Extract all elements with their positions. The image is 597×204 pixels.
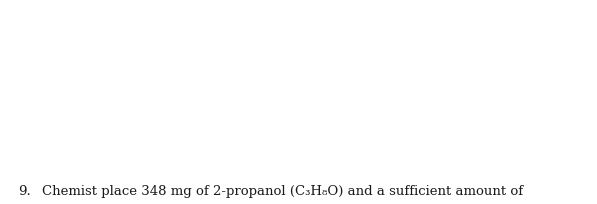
Text: Chemist place 348 mg of 2-propanol (C₃H₈O) and a sufficient amount of: Chemist place 348 mg of 2-propanol (C₃H₈… bbox=[42, 184, 523, 197]
Text: 9.: 9. bbox=[18, 184, 31, 197]
Text: H₂SO₄ into a bomb calorimeter with 165ml of water at 25°C.  The chemist: H₂SO₄ into a bomb calorimeter with 165ml… bbox=[42, 203, 538, 204]
